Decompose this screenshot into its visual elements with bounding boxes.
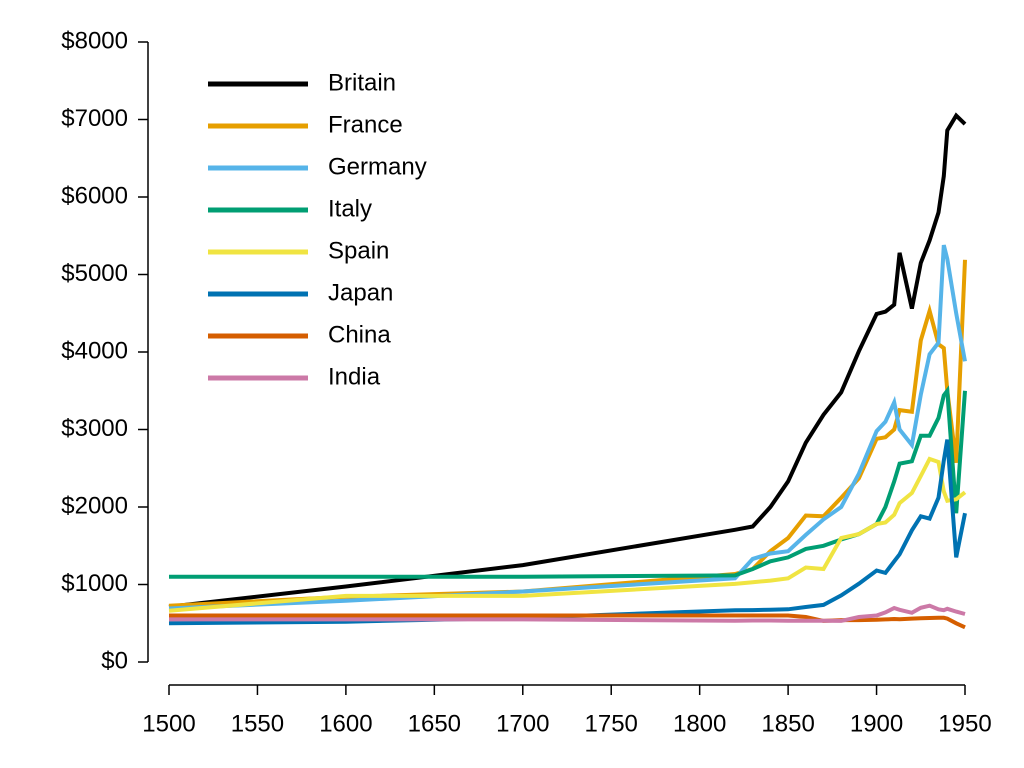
legend-label: Spain [328, 237, 389, 264]
legend-label: Italy [328, 195, 372, 222]
y-tick-label: $6000 [61, 182, 128, 209]
y-tick-label: $2000 [61, 492, 128, 519]
y-tick-label: $5000 [61, 260, 128, 287]
series-line [169, 613, 966, 630]
x-tick-label: 1600 [319, 710, 372, 737]
series-line [169, 385, 967, 579]
x-tick-label: 1800 [673, 710, 726, 737]
series-line [169, 603, 966, 623]
legend-label: India [328, 363, 381, 390]
y-tick-label: $3000 [61, 415, 128, 442]
legend-label: China [328, 321, 391, 348]
legend-label: France [328, 111, 403, 138]
series-line [168, 244, 967, 611]
x-tick-label: 1950 [938, 710, 991, 737]
series-line [168, 439, 967, 626]
x-tick-label: 1700 [496, 710, 549, 737]
x-tick-label: 1900 [850, 710, 903, 737]
legend-label: Japan [328, 279, 393, 306]
y-tick-label: $0 [101, 647, 128, 674]
series-line [168, 259, 967, 608]
x-tick-label: 1550 [231, 710, 284, 737]
x-tick-label: 1650 [408, 710, 461, 737]
legend-label: Britain [328, 69, 396, 96]
legend-label: Germany [328, 153, 427, 180]
y-tick-label: $8000 [61, 27, 128, 54]
y-tick-label: $7000 [61, 105, 128, 132]
x-tick-label: 1500 [142, 710, 195, 737]
series-line [168, 112, 967, 609]
x-tick-label: 1850 [761, 710, 814, 737]
y-tick-label: $4000 [61, 337, 128, 364]
y-tick-label: $1000 [61, 570, 128, 597]
x-tick-label: 1750 [585, 710, 638, 737]
